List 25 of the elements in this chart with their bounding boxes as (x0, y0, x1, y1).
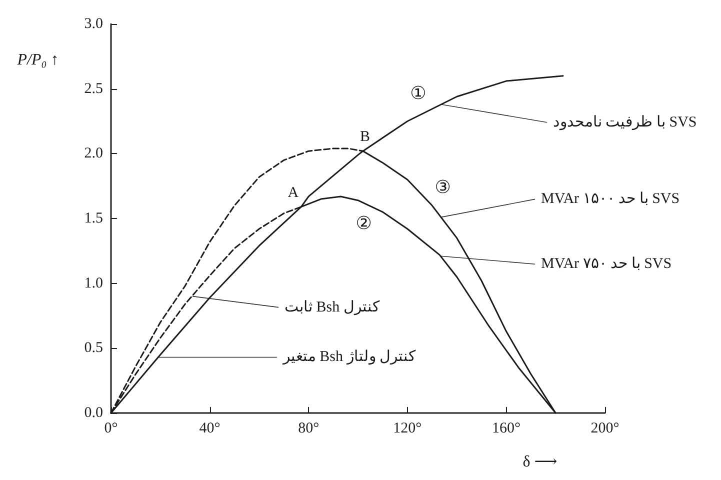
annotation: B (360, 129, 370, 146)
annotation: کنترل ولتاژ Bsh متغیر (282, 349, 417, 366)
annotation: کنترل Bsh ثابت (284, 299, 380, 316)
annotation: ② (356, 212, 372, 234)
x-tick-label: 80° (298, 420, 320, 436)
y-tick-label: 1.5 (84, 210, 103, 226)
x-tick-label: 160° (492, 420, 520, 436)
annotation: SVS با ظرفیت نامحدود (552, 114, 697, 130)
y-tick-label: 1.0 (84, 275, 103, 292)
annotation: SVS با حد ۷۵۰ MVAr (540, 256, 672, 272)
y-tick-label: 2.0 (84, 146, 103, 162)
x-tick-label: 40° (199, 420, 220, 436)
annotation: A (288, 184, 299, 201)
x-tick-label: 200° (590, 420, 620, 436)
y-tick-label: 0.5 (84, 340, 103, 356)
annotation: ③ (434, 176, 451, 198)
x-axis-title: δ ⟶ (522, 454, 558, 470)
x-tick-label: 120° (393, 420, 422, 436)
x-tick-label: 0° (104, 420, 118, 436)
y-tick-label: 3.0 (84, 16, 103, 32)
y-tick-label: 2.5 (84, 80, 103, 97)
annotation: SVS با حد ۱۵۰۰ MVAr (540, 191, 680, 208)
y-axis-title: P/P₀ ↑ (16, 52, 59, 68)
y-tick-label: 0.0 (84, 405, 103, 421)
annotation: ① (410, 82, 426, 104)
